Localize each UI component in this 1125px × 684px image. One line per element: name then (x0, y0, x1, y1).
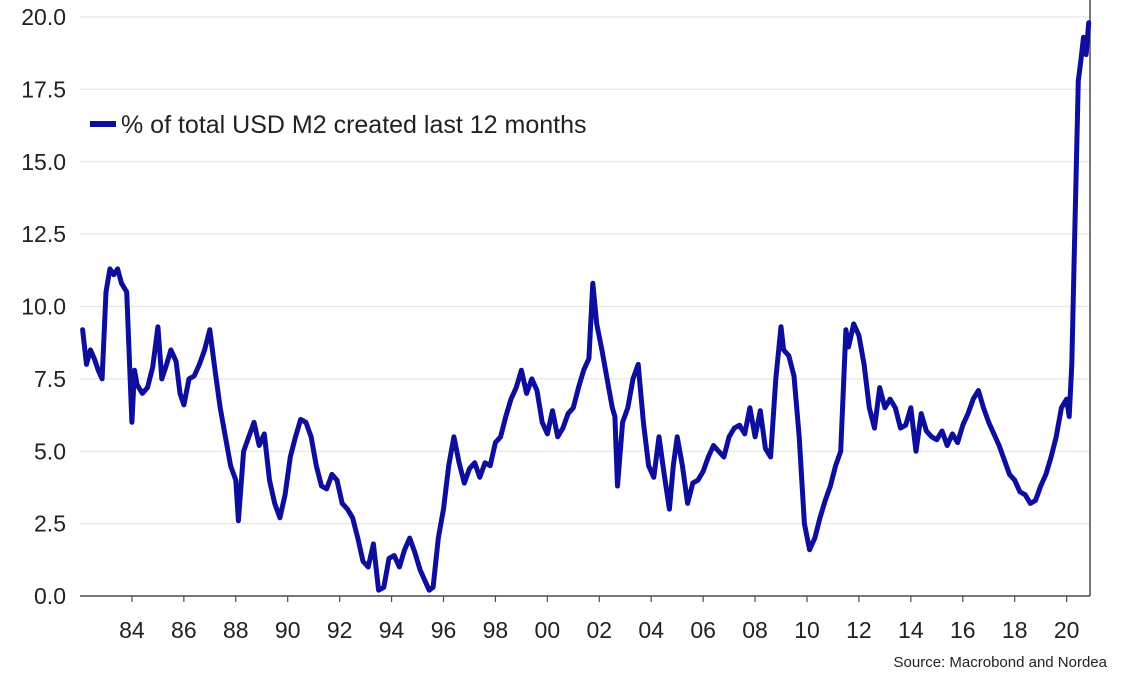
series-layer (80, 20, 1092, 593)
x-tick-label: 86 (171, 617, 197, 643)
x-tick-label: 84 (119, 617, 145, 643)
y-tick-label: 0.0 (34, 583, 66, 609)
series-line (80, 20, 1092, 593)
gridlines (80, 16, 1090, 525)
source-note: Source: Macrobond and Nordea (893, 654, 1107, 671)
y-tick-label: 20.0 (21, 4, 66, 30)
x-tick-label: 98 (483, 617, 509, 643)
y-tick-label: 5.0 (34, 438, 66, 464)
x-tick-label: 18 (1002, 617, 1028, 643)
y-tick-label: 7.5 (34, 366, 66, 392)
x-tick-label: 88 (223, 617, 249, 643)
legend: % of total USD M2 created last 12 months (90, 111, 587, 139)
x-tick-label: 06 (690, 617, 716, 643)
y-tick-label: 2.5 (34, 511, 66, 537)
x-tick-label: 10 (794, 617, 820, 643)
x-tick-label: 12 (846, 617, 872, 643)
x-tick-label: 04 (638, 617, 664, 643)
y-axis-tick-labels: 0.0 2.5 5.0 7.5 10.0 12.5 15.0 17.5 20.0 (21, 4, 66, 609)
x-tick-label: 94 (379, 617, 405, 643)
x-tick-label: 92 (327, 617, 353, 643)
y-tick-label: 12.5 (21, 221, 66, 247)
x-tick-label: 14 (898, 617, 924, 643)
x-tick-label: 96 (431, 617, 457, 643)
x-axis-tick-labels: 84 86 88 90 92 94 96 98 00 02 04 06 08 10 12 14 16 18 20 (119, 596, 1079, 643)
legend-label: % of total USD M2 created last 12 months (121, 111, 587, 139)
y-tick-label: 15.0 (21, 149, 66, 175)
x-tick-label: 90 (275, 617, 301, 643)
y-tick-label: 17.5 (21, 76, 66, 102)
x-tick-label: 00 (535, 617, 561, 643)
x-tick-label: 16 (950, 617, 976, 643)
x-tick-label: 02 (586, 617, 612, 643)
x-tick-label: 08 (742, 617, 768, 643)
x-tick-label: 20 (1054, 617, 1080, 643)
y-tick-label: 10.0 (21, 294, 66, 320)
